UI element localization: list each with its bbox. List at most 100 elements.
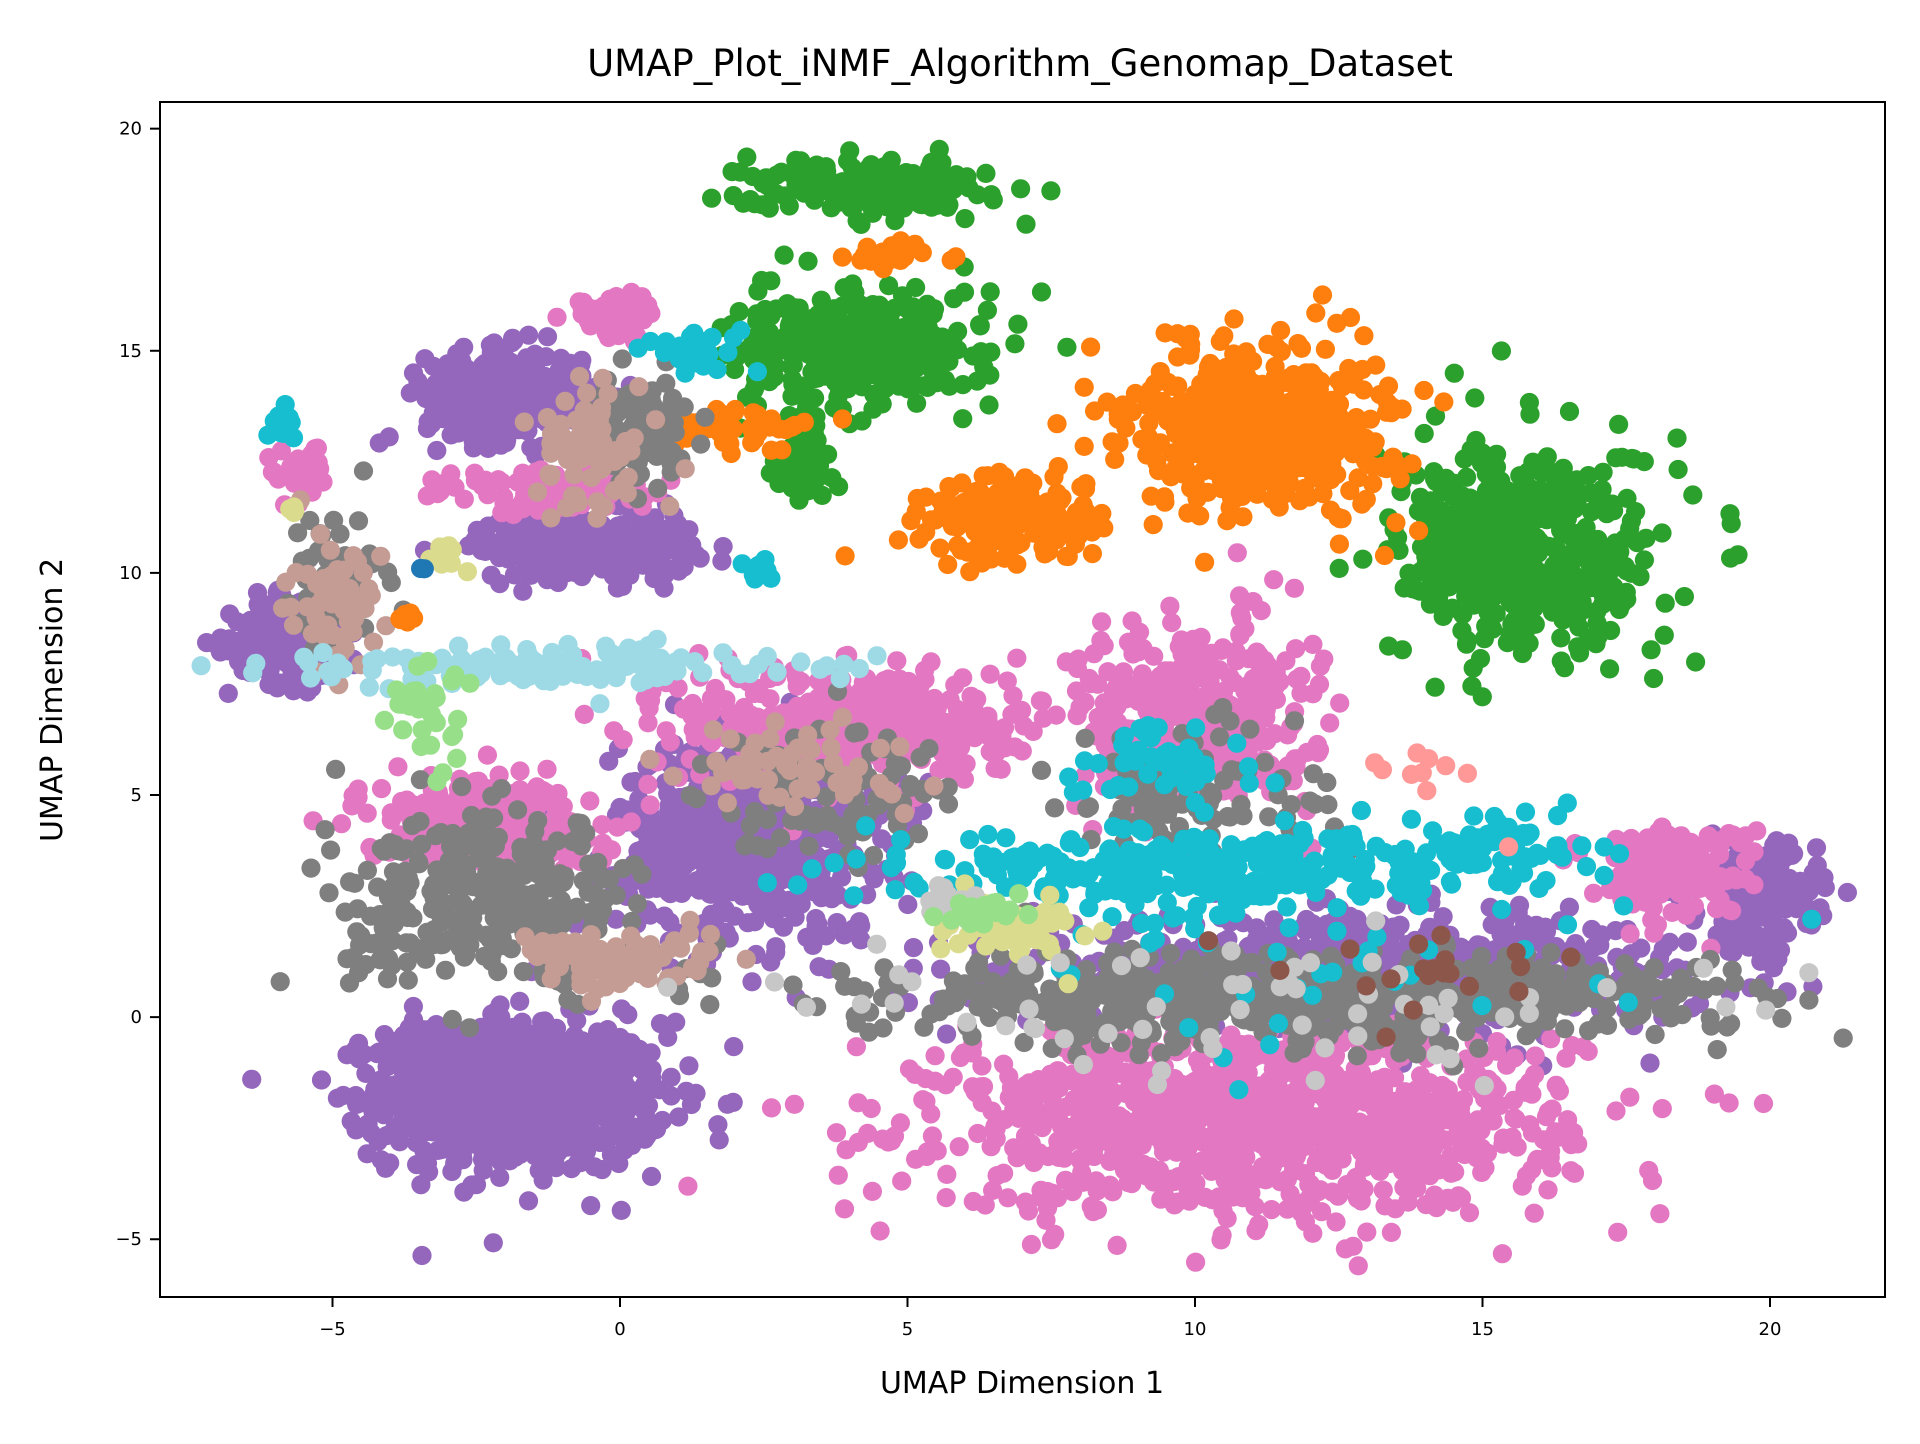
scatter-point — [1256, 1170, 1276, 1190]
scatter-point — [578, 1119, 598, 1139]
scatter-point — [415, 349, 435, 369]
scatter-point — [483, 1233, 503, 1253]
scatter-point — [1220, 1030, 1240, 1050]
scatter-point — [242, 1069, 262, 1089]
scatter-point — [426, 374, 446, 394]
scatter-point — [1303, 634, 1323, 655]
scatter-point — [611, 1200, 631, 1220]
scatter-point — [545, 1152, 565, 1172]
scatter-point — [1143, 1172, 1164, 1192]
scatter-point — [1561, 1161, 1581, 1181]
scatter-point — [512, 1142, 532, 1162]
scatter-point — [712, 551, 732, 571]
scatter-point — [1642, 1170, 1663, 1191]
scatter-point — [809, 957, 829, 977]
scatter-point — [791, 894, 811, 914]
scatter-point — [1228, 1171, 1248, 1191]
scatter-point — [1837, 882, 1857, 903]
scatter-point — [1246, 667, 1266, 687]
scatter-point — [1326, 1076, 1346, 1096]
scatter-point — [1102, 1149, 1122, 1169]
scatter-point — [1420, 1073, 1440, 1093]
scatter-point — [504, 565, 524, 585]
scatter-point — [862, 1181, 883, 1201]
scatter-point — [1004, 1138, 1024, 1158]
scatter-point — [1313, 1122, 1333, 1142]
scatter-point — [669, 1107, 689, 1127]
scatter-point — [1524, 1203, 1544, 1223]
scatter-point — [535, 535, 555, 556]
scatter-point — [1124, 1092, 1145, 1112]
scatter-point — [808, 914, 828, 934]
scatter-point — [1264, 570, 1284, 590]
scatter-point — [460, 371, 480, 391]
scatter-point — [561, 1159, 582, 1179]
scatter-point — [1556, 1048, 1576, 1068]
scatter-point — [1132, 664, 1152, 684]
scatter-point — [499, 1106, 519, 1126]
scatter-point — [1704, 1084, 1724, 1104]
scatter-point — [652, 1110, 673, 1131]
scatter-point — [1652, 1099, 1672, 1119]
scatter-point — [610, 1027, 630, 1048]
scatter-point — [486, 434, 507, 454]
scatter-point — [518, 1191, 539, 1211]
scatter-point — [581, 1196, 601, 1216]
scatter-point — [1142, 699, 1162, 720]
scatter-point — [618, 1005, 638, 1025]
scatter-point — [250, 600, 270, 620]
scatter-point — [455, 1136, 475, 1156]
scatter-point — [376, 1093, 396, 1113]
scatter-point — [1179, 1158, 1199, 1178]
scatter-point — [1063, 1130, 1084, 1150]
scatter-point — [994, 1163, 1014, 1183]
scatter-point — [1087, 1200, 1107, 1220]
scatter-point — [1226, 651, 1246, 671]
scatter-point — [1504, 1048, 1524, 1068]
scatter-point — [481, 565, 501, 585]
scatter-point — [532, 1011, 552, 1032]
scatter-point — [480, 335, 500, 355]
scatter-point — [1392, 1117, 1412, 1137]
scatter-point — [1036, 1210, 1056, 1230]
scatter-point — [548, 1100, 568, 1120]
scatter-point — [1320, 713, 1340, 733]
scatter-point — [1024, 1152, 1044, 1173]
scatter-point — [1137, 1109, 1157, 1129]
scatter-point — [1343, 1236, 1363, 1256]
scatter-point — [490, 1167, 510, 1187]
scatter-point — [502, 328, 523, 348]
scatter-point — [1475, 1158, 1495, 1178]
scatter-point — [1127, 1133, 1147, 1153]
scatter-point — [608, 516, 628, 536]
scatter-point — [488, 1016, 508, 1036]
scatter-point — [567, 1010, 587, 1031]
scatter-point — [937, 1024, 957, 1044]
scatter-point — [1083, 1139, 1103, 1159]
scatter-point — [1410, 1106, 1430, 1126]
scatter-point — [1346, 1167, 1366, 1188]
scatter-point — [592, 1160, 612, 1180]
scatter-point — [718, 825, 739, 845]
scatter-point — [637, 1126, 657, 1146]
scatter-point — [1020, 1112, 1040, 1132]
scatter-point — [1195, 1187, 1215, 1207]
scatter-point — [1515, 1077, 1535, 1098]
scatter-point — [1160, 596, 1180, 616]
scatter-point — [1385, 1199, 1405, 1219]
scatter-point — [492, 543, 512, 563]
scatter-point — [1168, 1088, 1188, 1108]
scatter-point — [1608, 1222, 1628, 1242]
scatter-point — [1162, 613, 1182, 633]
scatter-point — [1194, 1106, 1214, 1126]
scatter-point — [1185, 669, 1205, 690]
scatter-point — [1196, 650, 1216, 671]
scatter-point — [588, 1022, 608, 1042]
scatter-point — [1007, 648, 1027, 668]
scatter-point — [1031, 1187, 1051, 1207]
scatter-point — [1266, 689, 1286, 710]
scatter-point — [861, 1098, 881, 1119]
scatter-point — [413, 1020, 433, 1040]
scatter-point — [454, 1182, 474, 1202]
scatter-point — [536, 1038, 557, 1058]
